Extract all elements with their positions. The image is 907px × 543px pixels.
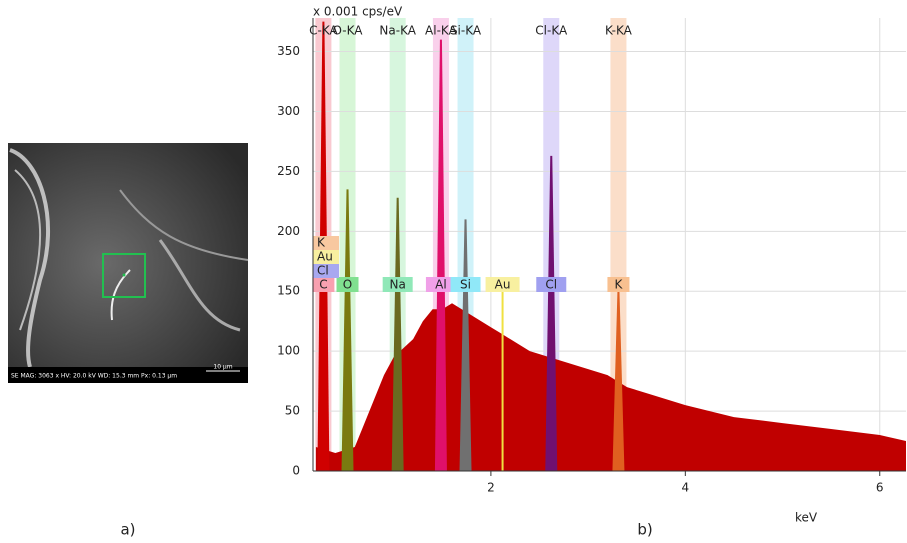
element-box-label: K [615,278,624,292]
element-box [485,277,520,292]
spectrum-chart: 0 50 100 150 200 250 300 350 2 4 6 C-KA C O-KA O Na-KA N… [277,5,906,525]
element-box-label: C [319,278,327,292]
element-line-label: K-KA [605,24,633,38]
element-line-label: Al-KA [425,24,458,38]
stack-box-label: Au [317,250,333,264]
element-peak [545,155,558,472]
y-axis-label: x 0.001 cps/eV [313,5,403,19]
element-box-label: Na [390,278,406,292]
x-tick-label: 2 [487,481,495,495]
sem-info: SE MAG: 3063 x HV: 20.0 kV WD: 15.3 mm P… [11,373,177,380]
element-peak [391,197,404,471]
sem-feature [14,169,41,331]
element-box [607,277,630,292]
element-peak [459,219,472,471]
y-tick-label: 0 [292,464,300,478]
sem-feature [9,148,50,368]
stack-box [313,236,339,250]
x-tick-label: 6 [876,481,884,495]
y-tick-label: 250 [277,164,300,178]
element-box [425,277,456,292]
y-tick-label: 50 [285,404,300,418]
scale-label: 10 µm [213,364,232,371]
y-tick-label: 350 [277,44,300,58]
element-peak [612,291,625,471]
element-box [536,277,567,292]
element-band [610,18,627,471]
y-tick-label: 200 [277,224,300,238]
y-tick-label: 100 [277,344,300,358]
sem-background [8,143,248,383]
element-peak [434,39,447,471]
caption: b) [637,521,652,539]
element-line-label: Na-KA [379,24,416,38]
x-axis-label: keV [795,511,818,525]
stack-box [313,264,339,278]
sem-feature [119,189,249,261]
stack-box [313,250,339,264]
info-bar [8,367,248,383]
y-tick-label: 150 [277,284,300,298]
selection-center [122,273,126,277]
element-line-label: C-KA [309,24,338,38]
element-box-label: Cl [545,278,557,292]
element-box [450,277,481,292]
element-line-label: O-KA [333,24,364,38]
caption: a) [120,521,135,539]
sem-feature [110,269,131,321]
element-box [312,277,335,292]
element-peak [341,189,354,471]
element-box-label: O [343,278,352,292]
element-line-label: Cl-KA [535,24,568,38]
element-line-label: Si-KA [450,24,482,38]
element-box [336,277,359,292]
sem-image: SE MAG: 3063 x HV: 20.0 kV WD: 15.3 mm P… [8,143,249,383]
element-box-label: Al [435,278,447,292]
y-tick-label: 300 [277,104,300,118]
stack-box-label: K [317,236,326,250]
element-box [382,277,413,292]
element-box-label: Au [495,278,511,292]
stack-box-label: Cl [317,264,329,278]
selection-box [102,253,146,298]
x-tick-label: 4 [682,481,690,495]
element-box-label: Si [460,278,471,292]
sem-feature [158,239,241,332]
